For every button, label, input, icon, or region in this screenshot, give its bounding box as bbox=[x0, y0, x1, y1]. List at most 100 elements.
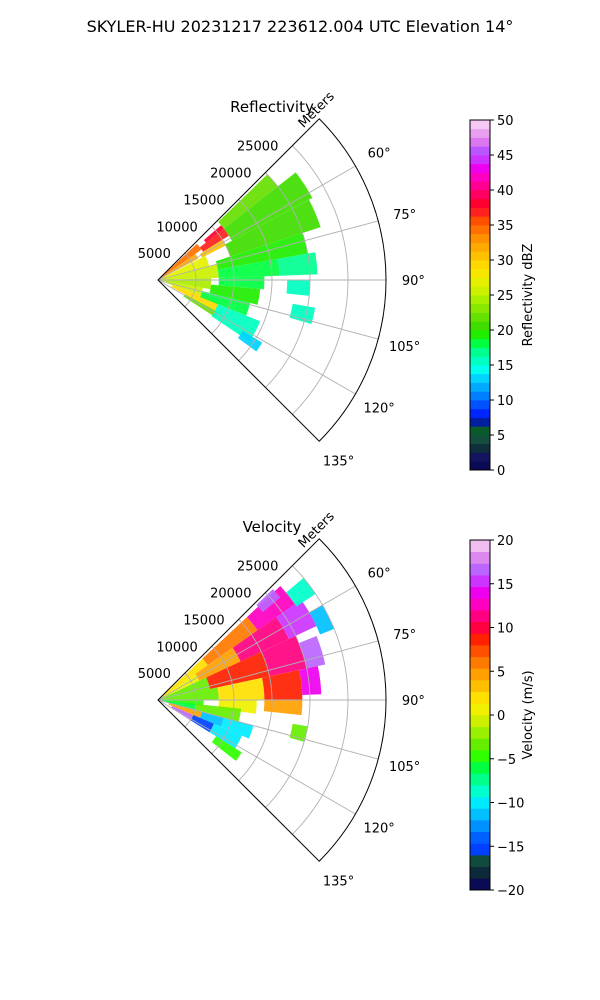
radial-tick-label: 15000 bbox=[183, 613, 224, 628]
data-cell bbox=[217, 677, 265, 700]
colorbar-segment bbox=[470, 128, 490, 138]
colorbar-segment bbox=[470, 598, 490, 611]
colorbar-segment bbox=[470, 417, 490, 427]
colorbar-segment bbox=[470, 435, 490, 445]
colorbar-segment bbox=[470, 452, 490, 462]
azimuth-gridline bbox=[157, 699, 356, 815]
polar-grid bbox=[157, 145, 386, 415]
colorbar-segment bbox=[470, 400, 490, 410]
data-cell bbox=[218, 174, 278, 229]
data-cell bbox=[160, 243, 202, 278]
colorbar-tick-label: 30 bbox=[497, 254, 514, 269]
velocity-title: Velocity bbox=[243, 518, 302, 536]
radial-tick-label: 15000 bbox=[183, 193, 224, 208]
azimuth-tick-label: 60° bbox=[368, 566, 391, 581]
data-cell bbox=[194, 703, 242, 722]
data-cell bbox=[199, 228, 229, 252]
sector-frame bbox=[157, 118, 387, 442]
colorbar-segment bbox=[470, 715, 490, 728]
colorbar-segment bbox=[470, 268, 490, 278]
reflectivity-panel: Reflectivity 500010000150002000025000Met… bbox=[138, 89, 536, 479]
data-cell bbox=[256, 589, 281, 613]
data-cell bbox=[289, 723, 308, 742]
colorbar-tick-label: 50 bbox=[497, 114, 514, 129]
colorbar-tick-label: 15 bbox=[497, 359, 514, 374]
data-cell bbox=[161, 278, 212, 290]
data-cells bbox=[160, 577, 335, 761]
azimuth-gridline bbox=[157, 279, 356, 395]
azimuth-tick-label: 105° bbox=[389, 340, 420, 355]
colorbar-segment bbox=[470, 225, 490, 235]
azimuth-gridline bbox=[157, 220, 379, 281]
colorbar-segment bbox=[470, 843, 490, 856]
data-cell bbox=[202, 617, 258, 666]
colorbar-segment bbox=[470, 551, 490, 564]
azimuth-gridline bbox=[157, 699, 379, 760]
colorbar-segment bbox=[470, 656, 490, 669]
data-cell bbox=[218, 276, 265, 290]
colorbar-segment bbox=[470, 738, 490, 751]
colorbar-tick-label: −10 bbox=[497, 797, 524, 812]
radial-tick-label: 25000 bbox=[237, 140, 278, 155]
data-cell bbox=[286, 280, 310, 296]
data-cell bbox=[232, 617, 289, 662]
velocity-colorbar: −20 −15 −10 −5 0 5 10 15 20 Velocity (m/s) bbox=[469, 534, 536, 899]
colorbar-segment bbox=[470, 668, 490, 681]
data-cell bbox=[276, 599, 317, 639]
colorbar-tick-label: 15 bbox=[497, 578, 514, 593]
radial-tick-label: 10000 bbox=[156, 640, 197, 655]
colorbar-segment bbox=[470, 750, 490, 763]
sector-frame bbox=[157, 538, 387, 862]
colorbar-segment bbox=[470, 137, 490, 147]
data-cell bbox=[200, 291, 251, 316]
data-cell bbox=[209, 723, 242, 749]
colorbar-segment bbox=[470, 233, 490, 243]
colorbar-segment bbox=[470, 820, 490, 833]
colorbar-segment bbox=[470, 443, 490, 453]
azimuth-tick-label: 135° bbox=[323, 455, 354, 470]
radial-tick-label: 5000 bbox=[138, 667, 171, 682]
data-cell bbox=[286, 577, 316, 607]
colorbar-segment bbox=[470, 408, 490, 418]
colorbar-segment bbox=[470, 621, 490, 634]
colorbar-segment bbox=[470, 321, 490, 331]
colorbar-tick-label: 25 bbox=[497, 289, 514, 304]
colorbar-segment bbox=[470, 216, 490, 226]
data-cell bbox=[199, 711, 225, 727]
colorbar-segment bbox=[470, 586, 490, 599]
data-cell bbox=[161, 255, 210, 280]
azimuth-tick-label: 60° bbox=[368, 146, 391, 161]
polar-grid bbox=[157, 565, 386, 835]
colorbar-tick-label: 35 bbox=[497, 219, 514, 234]
data-cell bbox=[171, 285, 219, 311]
colorbar-segment bbox=[470, 242, 490, 252]
colorbar-tick-label: 0 bbox=[497, 709, 505, 724]
colorbar-segment bbox=[470, 461, 490, 471]
colorbar-segment bbox=[470, 773, 490, 786]
data-cell bbox=[161, 280, 203, 296]
data-cell bbox=[223, 172, 313, 241]
data-cell bbox=[161, 253, 199, 279]
colorbar-segment bbox=[470, 190, 490, 200]
colorbar-segment bbox=[470, 426, 490, 436]
data-cell bbox=[218, 700, 257, 714]
data-cell bbox=[161, 677, 211, 700]
azimuth-tick-label: 75° bbox=[393, 628, 416, 643]
data-cell bbox=[203, 225, 224, 243]
data-cell bbox=[263, 700, 303, 716]
data-cell bbox=[246, 585, 295, 631]
colorbar-segment bbox=[470, 703, 490, 716]
radial-axis-label: Meters bbox=[296, 509, 338, 551]
colorbar-segment bbox=[470, 251, 490, 261]
colorbar-segment bbox=[470, 356, 490, 366]
colorbar-segment bbox=[470, 120, 490, 130]
colorbar-segment bbox=[470, 365, 490, 375]
azimuth-tick-label: 135° bbox=[323, 875, 354, 890]
colorbar-segment bbox=[470, 373, 490, 383]
colorbar-segment bbox=[470, 563, 490, 576]
figure-suptitle: SKYLER-HU 20231217 223612.004 UTC Elevat… bbox=[87, 17, 514, 36]
colorbar-segment bbox=[470, 633, 490, 646]
colorbar-segment bbox=[470, 391, 490, 401]
radial-tick-label: 20000 bbox=[210, 167, 251, 182]
data-cell bbox=[161, 264, 219, 280]
